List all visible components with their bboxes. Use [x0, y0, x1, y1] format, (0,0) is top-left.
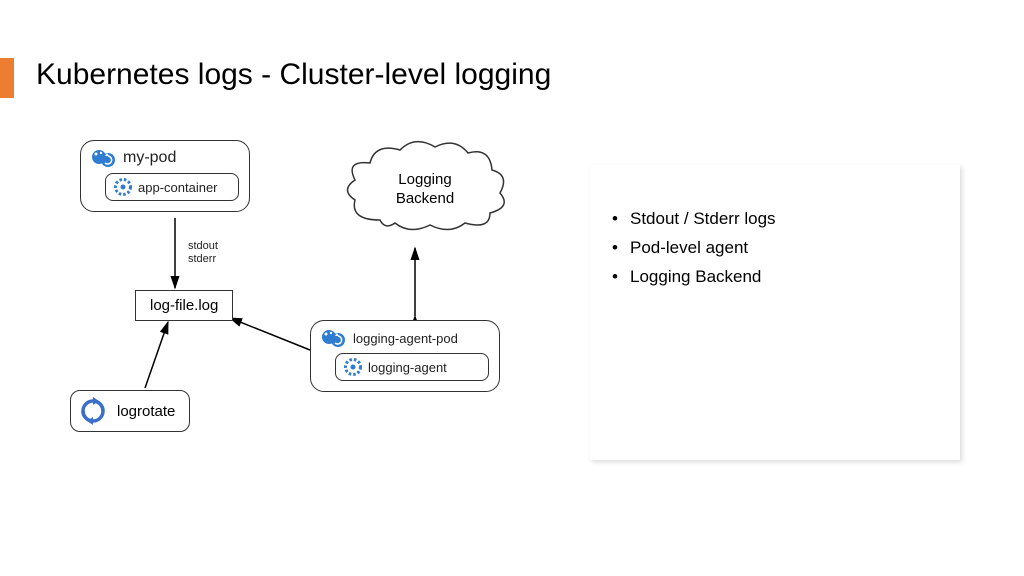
container-logging-agent-label: logging-agent	[368, 360, 447, 375]
gear-icon	[344, 358, 362, 376]
pod-my-pod: my-pod app-container	[80, 140, 250, 212]
pod-logging-agent-label: logging-agent-pod	[353, 331, 458, 346]
pod-icon	[321, 327, 347, 349]
rotate-icon	[79, 397, 107, 425]
gear-icon	[114, 178, 132, 196]
architecture-diagram: my-pod app-container stdout stderr log-f…	[60, 140, 560, 500]
container-app-label: app-container	[138, 180, 218, 195]
list-item: Pod-level agent	[612, 234, 938, 263]
pod-logging-agent: logging-agent-pod logging-agent	[310, 320, 500, 392]
log-file-box: log-file.log	[135, 290, 233, 321]
pod-icon	[91, 147, 117, 169]
list-item: Stdout / Stderr logs	[612, 205, 938, 234]
logrotate-box: logrotate	[70, 390, 190, 432]
bullet-list: Stdout / Stderr logs Pod-level agent Log…	[612, 205, 938, 292]
cloud-label: Logging Backend	[340, 171, 510, 209]
edge-stdout-label: stdout stderr	[188, 240, 218, 266]
logrotate-label: logrotate	[117, 403, 175, 420]
container-logging-agent: logging-agent	[335, 353, 489, 381]
cloud-logging-backend: Logging Backend	[340, 135, 510, 245]
accent-bar	[0, 58, 14, 98]
page-title: Kubernetes logs - Cluster-level logging	[36, 58, 551, 92]
container-app: app-container	[105, 173, 239, 201]
pod-my-pod-label: my-pod	[123, 149, 176, 167]
bullet-panel: Stdout / Stderr logs Pod-level agent Log…	[590, 165, 960, 460]
list-item: Logging Backend	[612, 263, 938, 292]
